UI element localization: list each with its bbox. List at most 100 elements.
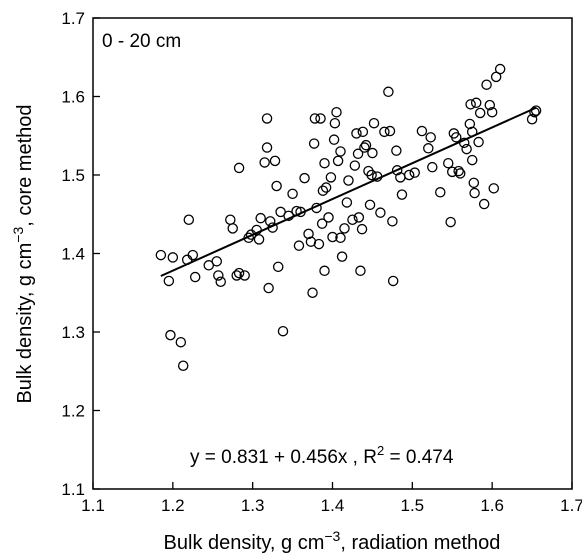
data-point [303,228,314,240]
data-point [425,132,436,143]
data-point [336,251,348,262]
data-point [359,142,370,153]
y-tick-label: 1.7 [61,9,85,28]
data-point [341,197,353,208]
data-point [384,125,396,137]
data-point [387,216,398,227]
y-axis: 1.1 1.2 1.3 1.4 1.5 1.6 1.7 [61,9,100,499]
y-tick-label: 1.6 [61,88,85,107]
data-point [227,223,238,234]
data-point [391,145,402,156]
y-tick-label: 1.4 [61,245,85,264]
x-tick-label: 1.7 [560,496,582,515]
data-point [352,148,364,160]
data-point [355,265,366,277]
data-point [239,270,250,281]
data-point [473,136,484,148]
data-point [364,199,376,211]
data-point [481,79,492,90]
data-point [351,128,362,139]
data-point [231,270,242,281]
data-point [271,180,282,192]
data-point [163,275,175,287]
data-point [259,157,270,168]
data-point [446,166,458,178]
data-point [189,271,201,283]
data-point [484,99,496,111]
data-point [293,240,305,251]
data-point [387,275,399,287]
y-tick-label: 1.5 [61,166,85,185]
x-tick-label: 1.4 [321,496,345,515]
data-point [445,216,456,228]
panel-label: 0 - 20 cm [102,31,181,52]
data-point [466,154,478,166]
data-point [461,143,472,155]
data-point [464,118,476,130]
data-point [308,138,320,149]
x-tick-label: 1.6 [480,496,504,515]
data-point [335,232,346,244]
x-tick-label: 1.3 [241,496,265,515]
data-point [183,214,195,225]
data-point [319,157,330,169]
data-point [403,169,415,181]
data-point [478,198,490,210]
data-point [167,252,179,263]
data-point [443,157,454,169]
data-point [261,113,273,124]
data-point [299,172,310,184]
data-point [263,282,274,294]
data-point [213,270,224,281]
data-point [325,172,337,183]
data-point [253,234,265,245]
data-point [272,261,284,273]
x-tick-label: 1.2 [161,496,185,515]
data-point [323,212,334,223]
data-point [367,147,378,159]
x-tick-label: 1.1 [81,496,105,515]
data-point [177,360,189,372]
y-tick-label: 1.3 [61,323,85,342]
data-point [320,182,332,193]
x-tick-label: 1.5 [401,496,425,515]
data-point [175,336,187,348]
data-point [215,276,226,288]
y-tick-label: 1.1 [61,480,85,499]
data-point [468,177,480,189]
data-point [427,161,438,173]
data-point [305,236,317,247]
plot-frame [92,17,573,490]
data-point [375,207,386,218]
data-point [494,63,506,75]
data-point [316,218,328,229]
data-point [327,231,338,243]
data-point [416,125,428,137]
regression-equation: y = 0.831 + 0.456x , R2 = 0.474 [190,443,454,468]
data-point [329,117,341,129]
data-point [287,188,298,200]
y-axis-title: Bulk density, g cm−3, core method [10,104,36,403]
data-point [187,249,199,261]
data-point [331,106,342,118]
data-point [307,287,318,298]
data-point [233,267,245,279]
data-point [233,162,245,174]
data-point [368,117,380,129]
data-point [474,107,486,119]
data-point [391,165,403,176]
data-point [379,126,390,138]
data-point [360,139,372,151]
data-points [155,63,542,372]
data-point [313,238,325,250]
data-point [526,114,538,125]
data-point [366,169,377,181]
data-point [335,146,346,157]
data-point [356,223,368,235]
data-point [470,97,482,109]
data-point [486,106,498,118]
data-point [469,187,480,199]
data-point [319,265,330,277]
regression-line [160,106,537,277]
data-point [317,185,329,196]
